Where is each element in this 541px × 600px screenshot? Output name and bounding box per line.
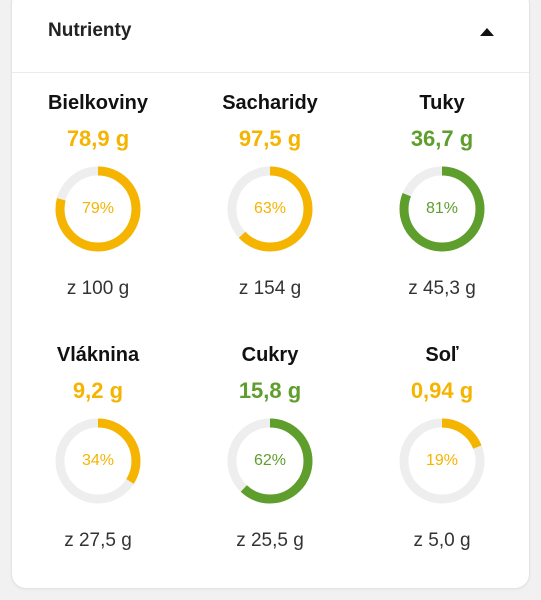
ring-percent-label: 79% [81, 200, 115, 217]
nutrient-value: 0,94 g [410, 378, 474, 403]
nutrient-name: Tuky [419, 92, 465, 114]
nutrient-value: 36,7 g [410, 126, 474, 151]
nutrient-name: Cukry [241, 344, 299, 366]
ring-fill [399, 166, 485, 252]
nutrient-target: z 100 g [66, 278, 130, 299]
nutrient-target: z 5,0 g [413, 530, 471, 551]
nutrient-value: 97,5 g [238, 126, 302, 151]
nutrient-target: z 154 g [238, 278, 302, 299]
nutrient-target: z 27,5 g [64, 530, 132, 551]
ring-fill [227, 418, 313, 504]
ring-percent-label: 34% [81, 452, 115, 469]
nutrient-name: Soľ [425, 344, 459, 366]
nutrient-name: Bielkoviny [47, 92, 149, 114]
ring-percent-label: 19% [425, 452, 459, 469]
nutrient-value: 78,9 g [66, 126, 130, 151]
ring-fill [227, 166, 313, 252]
nutrient-name: Sacharidy [222, 92, 318, 114]
ring-percent-label: 81% [425, 200, 459, 217]
progress-ring: 19% [399, 418, 485, 504]
nutrient-target: z 25,5 g [236, 530, 304, 551]
chevron-up-icon[interactable] [474, 20, 500, 44]
nutrient-name: Vláknina [56, 344, 140, 366]
ring-fill [55, 166, 141, 252]
panel-title: Nutrienty [48, 20, 132, 41]
ring-fill [55, 418, 141, 504]
nutrient-target: z 45,3 g [408, 278, 476, 299]
nutrients-header[interactable]: Nutrienty [12, 0, 529, 73]
progress-ring: 34% [55, 418, 141, 504]
nutrient-value: 15,8 g [238, 378, 302, 403]
progress-ring: 62% [227, 418, 313, 504]
progress-ring: 63% [227, 166, 313, 252]
nutrients-card: Nutrienty Bielkoviny 78,9 g 79% z 100 g … [12, 0, 529, 588]
ring-percent-label: 62% [253, 452, 287, 469]
ring-fill [399, 418, 485, 504]
progress-ring: 79% [55, 166, 141, 252]
ring-percent-label: 63% [253, 200, 287, 217]
progress-ring: 81% [399, 166, 485, 252]
nutrient-value: 9,2 g [72, 378, 124, 403]
